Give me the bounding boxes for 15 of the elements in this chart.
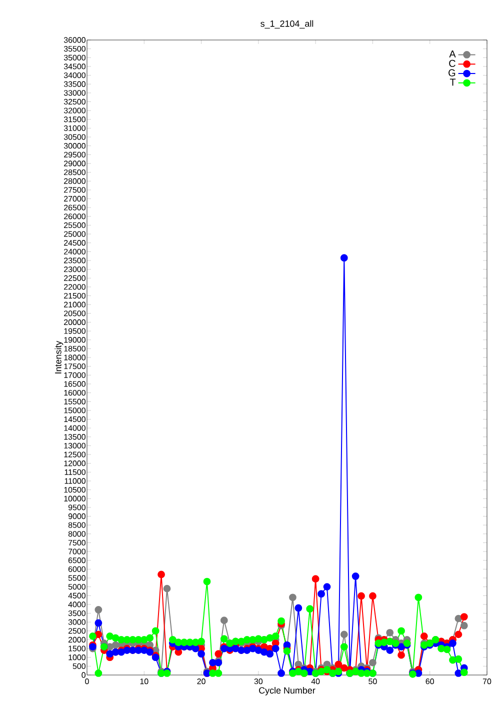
point — [386, 628, 394, 636]
point — [289, 594, 296, 602]
legend-label: T — [450, 78, 456, 86]
point — [220, 616, 228, 624]
point — [460, 622, 468, 630]
point — [340, 630, 348, 638]
y-axis-title: Intensity — [54, 340, 64, 374]
chart-title: s_1_2104_all — [260, 20, 314, 28]
legend-label: G — [448, 69, 456, 76]
legend-label: A — [449, 50, 456, 58]
legend-label: C — [449, 60, 456, 67]
point — [369, 658, 376, 666]
x-axis-title: Cycle Number — [259, 687, 316, 696]
point — [94, 606, 102, 614]
point — [163, 584, 171, 592]
